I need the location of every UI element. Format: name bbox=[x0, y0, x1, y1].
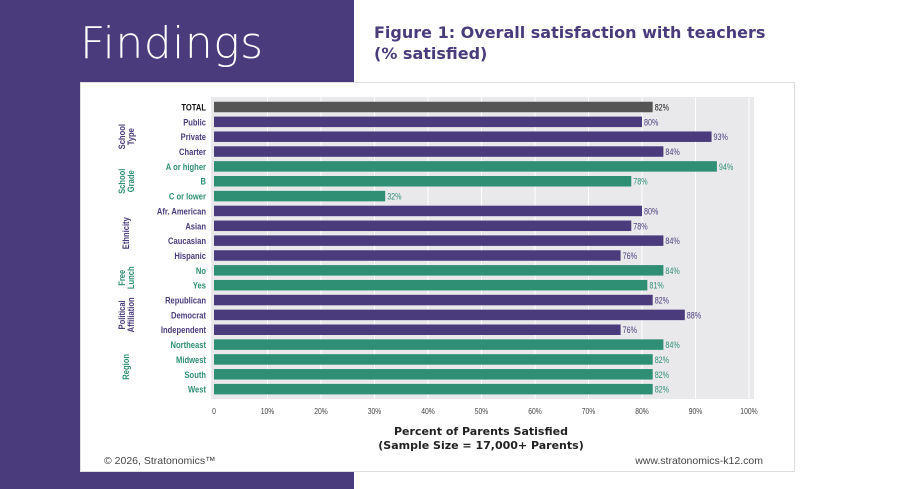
bar bbox=[214, 309, 685, 321]
category-label: South bbox=[184, 369, 206, 380]
category-label: Hispanic bbox=[174, 250, 206, 261]
bar bbox=[214, 190, 386, 202]
x-tick-label: 30% bbox=[368, 406, 382, 416]
category-label: TOTAL bbox=[181, 102, 206, 113]
value-label: 84% bbox=[665, 266, 679, 276]
value-label: 82% bbox=[655, 355, 669, 365]
category-label: Afr. American bbox=[157, 206, 206, 217]
category-label: Asian bbox=[185, 220, 206, 231]
category-label: A or higher bbox=[166, 161, 207, 172]
category-label: Democrat bbox=[171, 310, 206, 321]
x-tick-label: 100% bbox=[740, 406, 758, 416]
x-axis-label-sub: (Sample Size = 17,000+ Parents) bbox=[378, 439, 583, 452]
bar bbox=[214, 131, 712, 142]
bar bbox=[214, 101, 653, 113]
x-tick-label: 70% bbox=[582, 406, 596, 416]
group-label: Affiliation bbox=[125, 297, 136, 332]
x-tick-label: 80% bbox=[635, 406, 649, 416]
group-label: Free bbox=[116, 270, 127, 286]
category-label: No bbox=[196, 265, 206, 276]
value-label: 80% bbox=[644, 118, 658, 128]
bar bbox=[214, 146, 664, 157]
bar bbox=[214, 250, 621, 261]
x-tick-label: 60% bbox=[528, 406, 542, 416]
value-label: 76% bbox=[623, 251, 637, 261]
category-label: B bbox=[201, 176, 206, 187]
bar bbox=[214, 294, 653, 306]
bar bbox=[214, 279, 648, 291]
category-label: Midwest bbox=[176, 354, 206, 365]
category-label: Yes bbox=[193, 280, 206, 291]
group-label: Political bbox=[116, 300, 127, 329]
category-label: C or lower bbox=[169, 191, 207, 202]
x-tick-label: 40% bbox=[421, 406, 435, 416]
x-tick-label: 50% bbox=[475, 406, 489, 416]
value-label: 32% bbox=[387, 192, 401, 202]
value-label: 88% bbox=[687, 311, 701, 321]
x-tick-label: 20% bbox=[314, 406, 328, 416]
value-label: 94% bbox=[719, 162, 733, 172]
x-tick-label: 90% bbox=[689, 406, 703, 416]
chart-card: 0 10% 20% 30% 40% 50% 60% 70% 80% 90% 100% TOTAL 82%… bbox=[80, 82, 795, 472]
group-label: Type bbox=[125, 128, 136, 145]
value-label: 93% bbox=[714, 132, 728, 142]
group-label: Region bbox=[120, 354, 131, 380]
x-axis-label: Percent of Parents Satisfied bbox=[394, 425, 568, 438]
category-label: Independent bbox=[161, 324, 206, 335]
value-label: 78% bbox=[633, 222, 647, 232]
value-label: 82% bbox=[655, 385, 669, 395]
bar bbox=[214, 265, 664, 276]
category-label: Caucasian bbox=[168, 235, 206, 246]
bar bbox=[214, 354, 653, 365]
value-label: 82% bbox=[655, 103, 669, 113]
group-label: School bbox=[116, 124, 127, 149]
bar bbox=[214, 220, 632, 232]
value-label: 84% bbox=[665, 147, 679, 157]
category-label: Republican bbox=[165, 295, 206, 306]
value-label: 78% bbox=[633, 177, 647, 187]
category-label: Charter bbox=[179, 146, 207, 157]
bar bbox=[214, 116, 642, 128]
page-title: Findings bbox=[80, 18, 264, 69]
value-label: 84% bbox=[665, 340, 679, 350]
value-label: 80% bbox=[644, 207, 658, 217]
bar bbox=[214, 176, 632, 187]
category-label: Public bbox=[183, 117, 206, 128]
value-label: 76% bbox=[623, 326, 637, 336]
plot-background bbox=[211, 97, 754, 399]
bar bbox=[214, 339, 664, 350]
bar bbox=[214, 235, 664, 246]
figure-title: Figure 1: Overall satisfaction with teac… bbox=[374, 22, 765, 64]
bar-chart: 0 10% 20% 30% 40% 50% 60% 70% 80% 90% 100% TOTAL 82%… bbox=[116, 97, 758, 452]
bar bbox=[214, 205, 642, 217]
group-label: Lunch bbox=[125, 266, 136, 289]
x-tick-label: 10% bbox=[261, 406, 275, 416]
value-label: 82% bbox=[655, 296, 669, 306]
bar bbox=[214, 161, 717, 172]
bar bbox=[214, 369, 653, 380]
category-label: West bbox=[188, 384, 206, 395]
category-label: Northeast bbox=[171, 339, 207, 350]
bar bbox=[214, 383, 653, 395]
figure-title-line2: (% satisfied) bbox=[374, 44, 488, 63]
website-link[interactable]: www.stratonomics-k12.com bbox=[635, 455, 763, 467]
group-label: Grade bbox=[125, 170, 136, 192]
figure-title-line1: Figure 1: Overall satisfaction with teac… bbox=[374, 23, 766, 42]
group-label: Ethnicity bbox=[120, 217, 131, 249]
value-label: 81% bbox=[649, 281, 663, 291]
value-label: 84% bbox=[665, 236, 679, 246]
x-tick-label: 0 bbox=[212, 406, 216, 416]
value-label: 82% bbox=[655, 370, 669, 380]
copyright: © 2026, Stratonomics™ bbox=[104, 455, 216, 467]
group-label: School bbox=[116, 169, 127, 194]
category-label: Private bbox=[181, 131, 207, 142]
bar bbox=[214, 324, 621, 335]
